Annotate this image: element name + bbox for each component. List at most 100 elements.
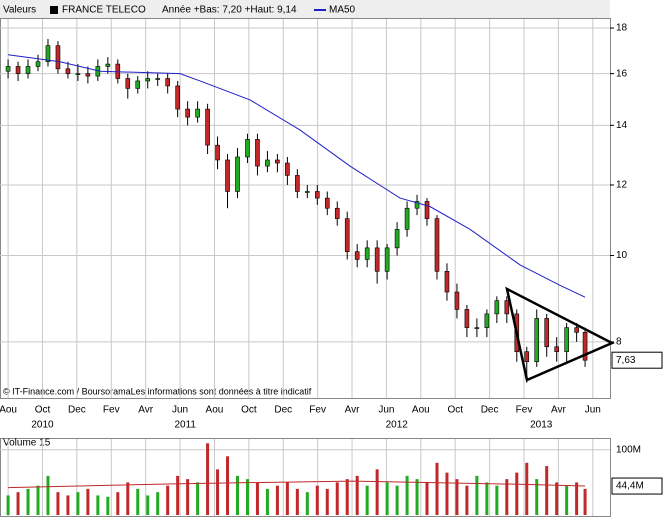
candle-body — [255, 139, 260, 167]
candle-body — [185, 108, 190, 118]
volume-bar — [216, 469, 220, 515]
candle-body — [155, 78, 161, 80]
candle-body — [474, 327, 480, 329]
candle-body — [464, 309, 470, 328]
candle-body — [374, 247, 380, 272]
volume-bar — [46, 475, 50, 515]
candle-body — [75, 73, 81, 75]
candle-body — [235, 156, 240, 192]
candle-body — [434, 218, 440, 272]
last-price-label: 7,63 — [616, 355, 636, 366]
candle-body — [534, 318, 540, 363]
volume-bar — [186, 479, 190, 515]
year-label: 2010 — [31, 420, 54, 431]
x-tick-label: Dec — [68, 405, 86, 416]
candle-body — [55, 45, 61, 70]
candle-body — [504, 300, 510, 315]
candle-body — [275, 159, 280, 164]
plot: 8 10 12 14 16 18 Aou Oct Dec Fev Avr Jun Aou Oct Dec Fe… — [0, 19, 663, 516]
header-bar — [0, 0, 610, 18]
candle-body — [285, 162, 290, 176]
volume-bar — [365, 485, 369, 515]
triangle-pattern — [505, 286, 615, 382]
candle-body — [324, 197, 330, 209]
volume-bar — [196, 482, 200, 515]
volume-bar — [425, 482, 429, 515]
volume-bar — [555, 482, 559, 515]
volume-bar — [295, 488, 299, 515]
volume-bar — [495, 485, 499, 515]
candle-body — [215, 144, 220, 161]
candle-body — [195, 108, 200, 118]
candle-body — [424, 201, 430, 219]
x-tick-label: Fev — [103, 405, 120, 416]
y-tick-label: 18 — [616, 23, 628, 34]
candle-body — [582, 332, 588, 361]
candle-body — [225, 159, 230, 192]
volume-bar — [96, 495, 100, 515]
volume-ma-line — [8, 480, 586, 489]
candle-body — [314, 191, 320, 199]
legend-swatch — [50, 6, 58, 14]
year-label: 2011 — [174, 420, 196, 431]
candle-body — [105, 63, 111, 67]
volume-bar — [275, 485, 279, 515]
candle-body — [35, 61, 41, 67]
y-tick-label: 14 — [616, 120, 628, 131]
candle-body — [414, 201, 420, 209]
price-frame — [0, 18, 611, 399]
volume-bar — [565, 485, 569, 515]
candle-body — [354, 251, 360, 260]
volume-bar — [325, 488, 329, 515]
candle-body — [344, 218, 350, 252]
volume-bar — [6, 495, 10, 515]
candle-body — [564, 327, 569, 352]
volume-bar — [315, 485, 319, 515]
year-label: 2013 — [530, 420, 553, 431]
volume-bar — [345, 479, 349, 515]
candle-body — [394, 229, 400, 249]
volume-bar — [545, 466, 549, 515]
volume-bar — [335, 482, 339, 515]
x-tick-label: Dec — [274, 405, 292, 416]
candle-body — [125, 78, 131, 89]
candle-body — [494, 300, 500, 315]
x-tick-label: Dec — [481, 405, 499, 416]
volume-bar — [575, 482, 579, 515]
candle-body — [544, 318, 550, 348]
volume-bar — [445, 472, 449, 515]
x-tick-label: Fev — [516, 405, 533, 416]
candle-body — [305, 191, 310, 193]
volume-bar — [265, 488, 269, 515]
volume-bar — [146, 495, 150, 515]
volume-bar — [116, 492, 120, 515]
candle-body — [484, 313, 490, 328]
candle-body — [334, 207, 340, 219]
x-tick-label: Aou — [206, 405, 224, 416]
volume-bar — [16, 492, 20, 515]
last-volume-label: 44,4M — [616, 481, 644, 492]
volume-bar — [515, 472, 519, 515]
candle-body — [145, 78, 151, 82]
x-tick-label: Oct — [241, 405, 257, 416]
last-volume-box — [611, 477, 663, 495]
x-tick-label: Avr — [551, 405, 566, 416]
x-tick-label: Aou — [0, 405, 17, 416]
volume-bar — [415, 479, 419, 515]
x-tick-label: Jun — [378, 405, 394, 416]
candle-body — [295, 175, 300, 192]
volume-bar — [86, 488, 90, 515]
candle-body — [574, 327, 579, 333]
candle-body — [65, 68, 71, 74]
y-tick-label: 16 — [616, 68, 628, 79]
volume-bar — [583, 488, 587, 515]
candle-body — [5, 66, 11, 72]
candle-body — [524, 351, 530, 363]
volume-bar — [505, 479, 509, 515]
x-tick-label: Jun — [585, 405, 601, 416]
volume-bar — [435, 462, 439, 515]
y-tick-label: 12 — [616, 180, 628, 191]
